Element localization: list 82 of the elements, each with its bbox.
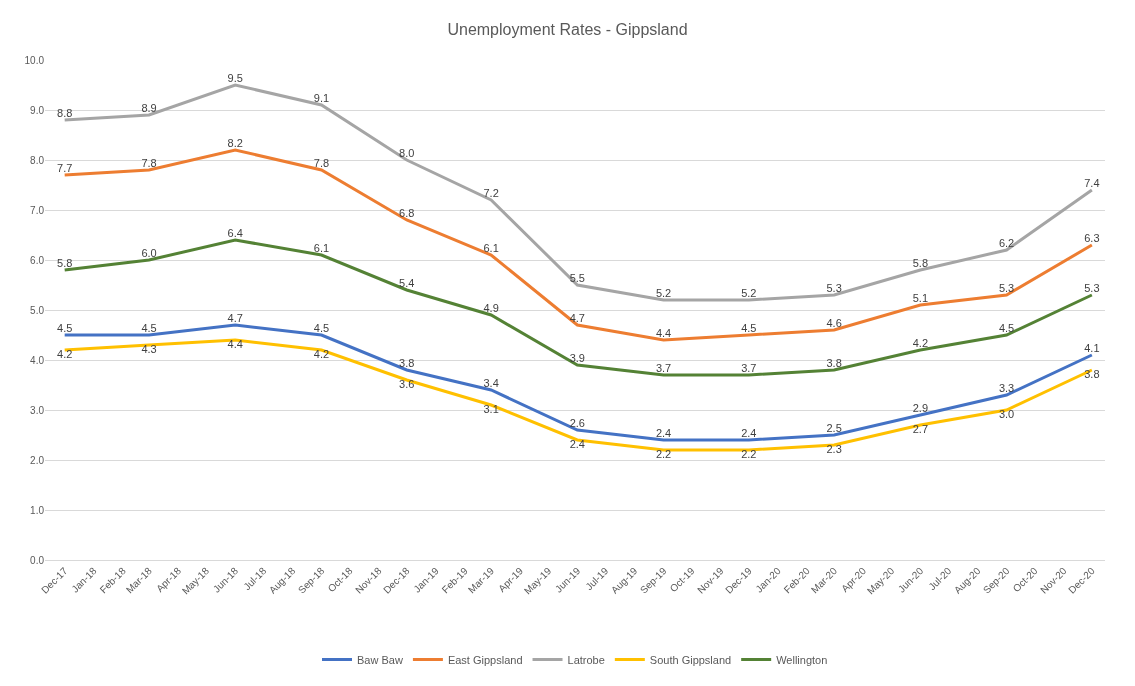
data-label: 3.8 [826,357,842,370]
data-label: 3.9 [569,352,585,365]
y-tick-label: 5.0 [30,304,45,316]
data-label: 3.7 [655,362,672,375]
data-label: 8.9 [141,102,157,115]
data-label: 3.3 [998,382,1015,395]
y-tick-label: 2.0 [30,454,45,466]
y-tick-label: 4.0 [30,354,45,366]
data-label: 6.2 [998,237,1015,250]
data-label: 5.3 [998,282,1015,295]
y-tick-label: 8.0 [30,154,45,166]
data-label: 4.7 [227,312,243,325]
data-label: 4.5 [741,322,757,335]
legend-label: East Gippsland [447,653,523,666]
y-tick-label: 3.0 [30,404,45,416]
data-label: 8.0 [399,147,415,160]
data-label: 6.1 [483,242,499,255]
data-label: 2.5 [826,422,842,435]
data-label: 5.8 [912,257,929,270]
data-label: 4.7 [569,312,585,325]
data-label: 4.4 [655,327,672,340]
data-label: 7.7 [57,162,73,175]
data-label: 2.3 [826,443,842,456]
data-label: 6.0 [141,247,157,260]
data-label: 2.4 [741,427,757,440]
legend-label: Wellington [776,653,828,666]
data-label: 4.6 [826,317,842,330]
data-label: 9.1 [313,92,330,105]
data-label: 4.5 [998,322,1015,335]
data-label: 7.8 [141,157,157,170]
data-label: 4.4 [227,338,243,351]
data-label: 7.8 [313,157,330,170]
data-label: 8.8 [57,107,73,120]
data-label: 3.8 [1084,368,1100,381]
legend-label: Latrobe [567,653,605,666]
data-label: 3.4 [483,377,499,390]
data-label: 5.3 [826,282,842,295]
data-label: 4.3 [141,343,157,356]
data-label: 6.8 [399,207,415,220]
data-label: 6.3 [1084,232,1100,245]
data-label: 7.4 [1084,177,1100,190]
data-label: 2.6 [569,417,585,430]
data-label: 4.5 [57,322,73,335]
y-tick-label: 0.0 [30,554,45,566]
data-label: 4.2 [313,348,330,361]
data-label: 5.4 [399,277,415,290]
y-tick-label: 9.0 [30,104,45,116]
y-tick-label: 7.0 [30,204,45,216]
data-label: 2.4 [569,438,585,451]
data-label: 4.5 [313,322,330,335]
data-label: 6.1 [313,242,330,255]
data-label: 3.1 [483,403,499,416]
data-label: 2.4 [655,427,672,440]
data-label: 9.5 [227,72,243,85]
data-label: 7.2 [483,187,499,200]
data-label: 8.2 [227,137,243,150]
y-tick-label: 1.0 [30,504,45,516]
data-label: 5.2 [655,287,672,300]
data-label: 4.5 [141,322,157,335]
data-label: 5.5 [569,272,585,285]
data-label: 3.8 [399,357,415,370]
data-label: 3.0 [998,408,1015,421]
data-label: 2.7 [912,423,929,436]
data-label: 3.6 [399,378,415,391]
y-tick-label: 6.0 [30,254,45,266]
data-label: 3.7 [741,362,757,375]
data-label: 5.3 [1084,282,1100,295]
chart-title: Unemployment Rates - Gippsland [447,21,688,39]
data-label: 5.8 [57,257,73,270]
data-label: 2.2 [655,448,672,461]
data-label: 2.9 [912,402,929,415]
y-tick-label: 10.0 [24,54,45,66]
data-label: 2.2 [741,448,757,461]
data-label: 4.2 [912,337,929,350]
data-label: 5.2 [741,287,757,300]
data-label: 4.1 [1084,342,1100,355]
data-label: 5.1 [912,292,929,305]
data-label: 4.9 [483,302,499,315]
data-label: 6.4 [227,227,243,240]
legend-label: Baw Baw [357,653,403,666]
legend-label: South Gippsland [649,653,732,666]
data-label: 4.2 [57,348,73,361]
